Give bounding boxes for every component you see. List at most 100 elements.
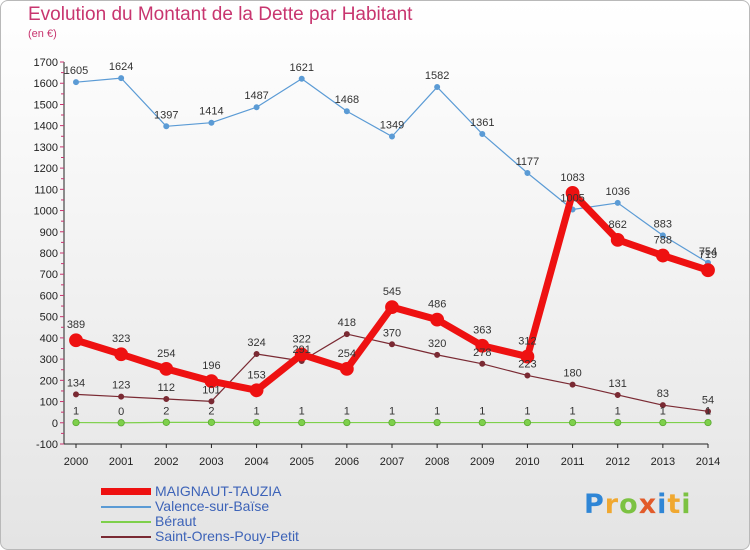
- data-point: [117, 419, 125, 427]
- data-point: [207, 418, 216, 426]
- series-layer: [69, 75, 715, 427]
- chart-axes: -100010020030040050060070080090010001100…: [34, 57, 721, 468]
- data-point: [249, 383, 264, 398]
- data-point: [478, 418, 486, 427]
- data-label: 1: [389, 406, 395, 418]
- data-point: [163, 396, 170, 403]
- data-label: 418: [338, 317, 356, 329]
- data-point: [385, 300, 399, 315]
- y-tick-label: 1200: [34, 163, 58, 175]
- data-point: [565, 186, 580, 200]
- data-point: [73, 391, 80, 398]
- data-point: [163, 123, 170, 130]
- data-label: 123: [112, 380, 130, 392]
- data-point: [114, 347, 129, 362]
- data-point: [704, 418, 712, 427]
- data-label: 112: [158, 382, 176, 394]
- y-tick-label: 1400: [34, 121, 58, 133]
- data-label: 1349: [380, 119, 404, 131]
- data-label: 2: [208, 405, 214, 417]
- y-tick-label: 200: [40, 375, 58, 387]
- y-tick-label: 1100: [34, 184, 58, 196]
- data-point: [72, 418, 80, 427]
- data-label: 788: [654, 235, 672, 247]
- y-tick-label: 1600: [34, 78, 58, 90]
- data-point: [388, 418, 396, 427]
- data-point: [208, 398, 215, 405]
- data-point: [430, 312, 445, 327]
- x-tick-label: 2005: [289, 456, 313, 468]
- data-label: 754: [699, 246, 717, 258]
- x-tick-label: 2001: [109, 456, 133, 468]
- data-point: [433, 418, 441, 427]
- data-label: 1361: [470, 117, 494, 129]
- data-label: 370: [383, 327, 401, 339]
- data-point: [118, 393, 125, 400]
- data-point: [73, 79, 80, 86]
- y-tick-label: 700: [40, 269, 58, 281]
- data-point: [343, 331, 350, 338]
- data-label: 1: [254, 406, 260, 418]
- x-tick-label: 2008: [425, 456, 449, 468]
- chart-title: Evolution du Montant de la Dette par Hab…: [28, 4, 413, 25]
- x-tick-label: 2004: [244, 456, 268, 468]
- x-tick-label: 2009: [470, 456, 494, 468]
- data-label: 1: [705, 406, 711, 418]
- data-label: 254: [338, 348, 356, 360]
- data-label: 1036: [605, 186, 629, 198]
- data-label: 322: [293, 333, 311, 345]
- data-labels-layer: 1605 1624 1397 1414 1487 1621 1468 1349 1582 1361…: [64, 61, 717, 418]
- y-tick-label: 500: [40, 312, 58, 324]
- y-tick-label: -100: [36, 439, 58, 451]
- data-label: 1621: [289, 62, 313, 74]
- x-tick-label: 2010: [515, 456, 539, 468]
- data-point: [479, 130, 486, 137]
- data-label: 719: [699, 249, 717, 261]
- data-label: 223: [518, 358, 536, 370]
- data-point: [388, 133, 395, 140]
- y-tick-label: 100: [40, 397, 58, 409]
- y-tick-label: 1300: [34, 142, 58, 154]
- data-point: [204, 374, 219, 389]
- data-label: 101: [202, 384, 220, 396]
- y-tick-label: 900: [40, 227, 58, 239]
- data-label: 278: [473, 347, 491, 359]
- x-tick-label: 2003: [199, 456, 223, 468]
- data-point: [614, 391, 621, 398]
- y-tick-label: 400: [40, 333, 58, 345]
- data-point: [339, 361, 354, 376]
- data-label: 196: [202, 360, 220, 372]
- data-label: 1468: [335, 94, 359, 106]
- data-label: 1: [615, 406, 621, 418]
- data-label: 1: [73, 406, 79, 418]
- logo-letter: P: [584, 489, 605, 520]
- data-label: 1605: [64, 65, 88, 77]
- y-tick-label: 300: [40, 354, 58, 366]
- data-label: 54: [702, 394, 714, 406]
- proxiti-logo: Proxiti: [584, 489, 692, 520]
- data-point: [252, 418, 261, 427]
- y-tick-label: 1500: [34, 99, 58, 111]
- data-point: [343, 418, 351, 427]
- data-label: 883: [654, 218, 672, 230]
- data-point: [701, 263, 715, 278]
- data-point: [523, 418, 532, 427]
- data-label: 324: [247, 337, 265, 349]
- data-point: [298, 75, 305, 82]
- data-point: [208, 119, 215, 126]
- y-tick-label: 1000: [34, 206, 58, 218]
- data-label: 1177: [516, 156, 540, 168]
- data-label: 389: [67, 319, 85, 331]
- data-point: [569, 381, 576, 388]
- data-point: [659, 418, 667, 427]
- data-label: 862: [609, 219, 627, 231]
- data-label: 545: [383, 286, 401, 298]
- data-label: 1: [570, 406, 576, 418]
- chart-unit-label: (en €): [28, 28, 57, 40]
- legend-label: Saint-Orens-Pouy-Petit: [155, 528, 299, 544]
- x-tick-label: 2006: [335, 456, 359, 468]
- legend-label: MAIGNAUT-TAUZIA: [155, 483, 282, 499]
- legend-label: Béraut: [155, 513, 197, 529]
- data-point: [294, 347, 309, 362]
